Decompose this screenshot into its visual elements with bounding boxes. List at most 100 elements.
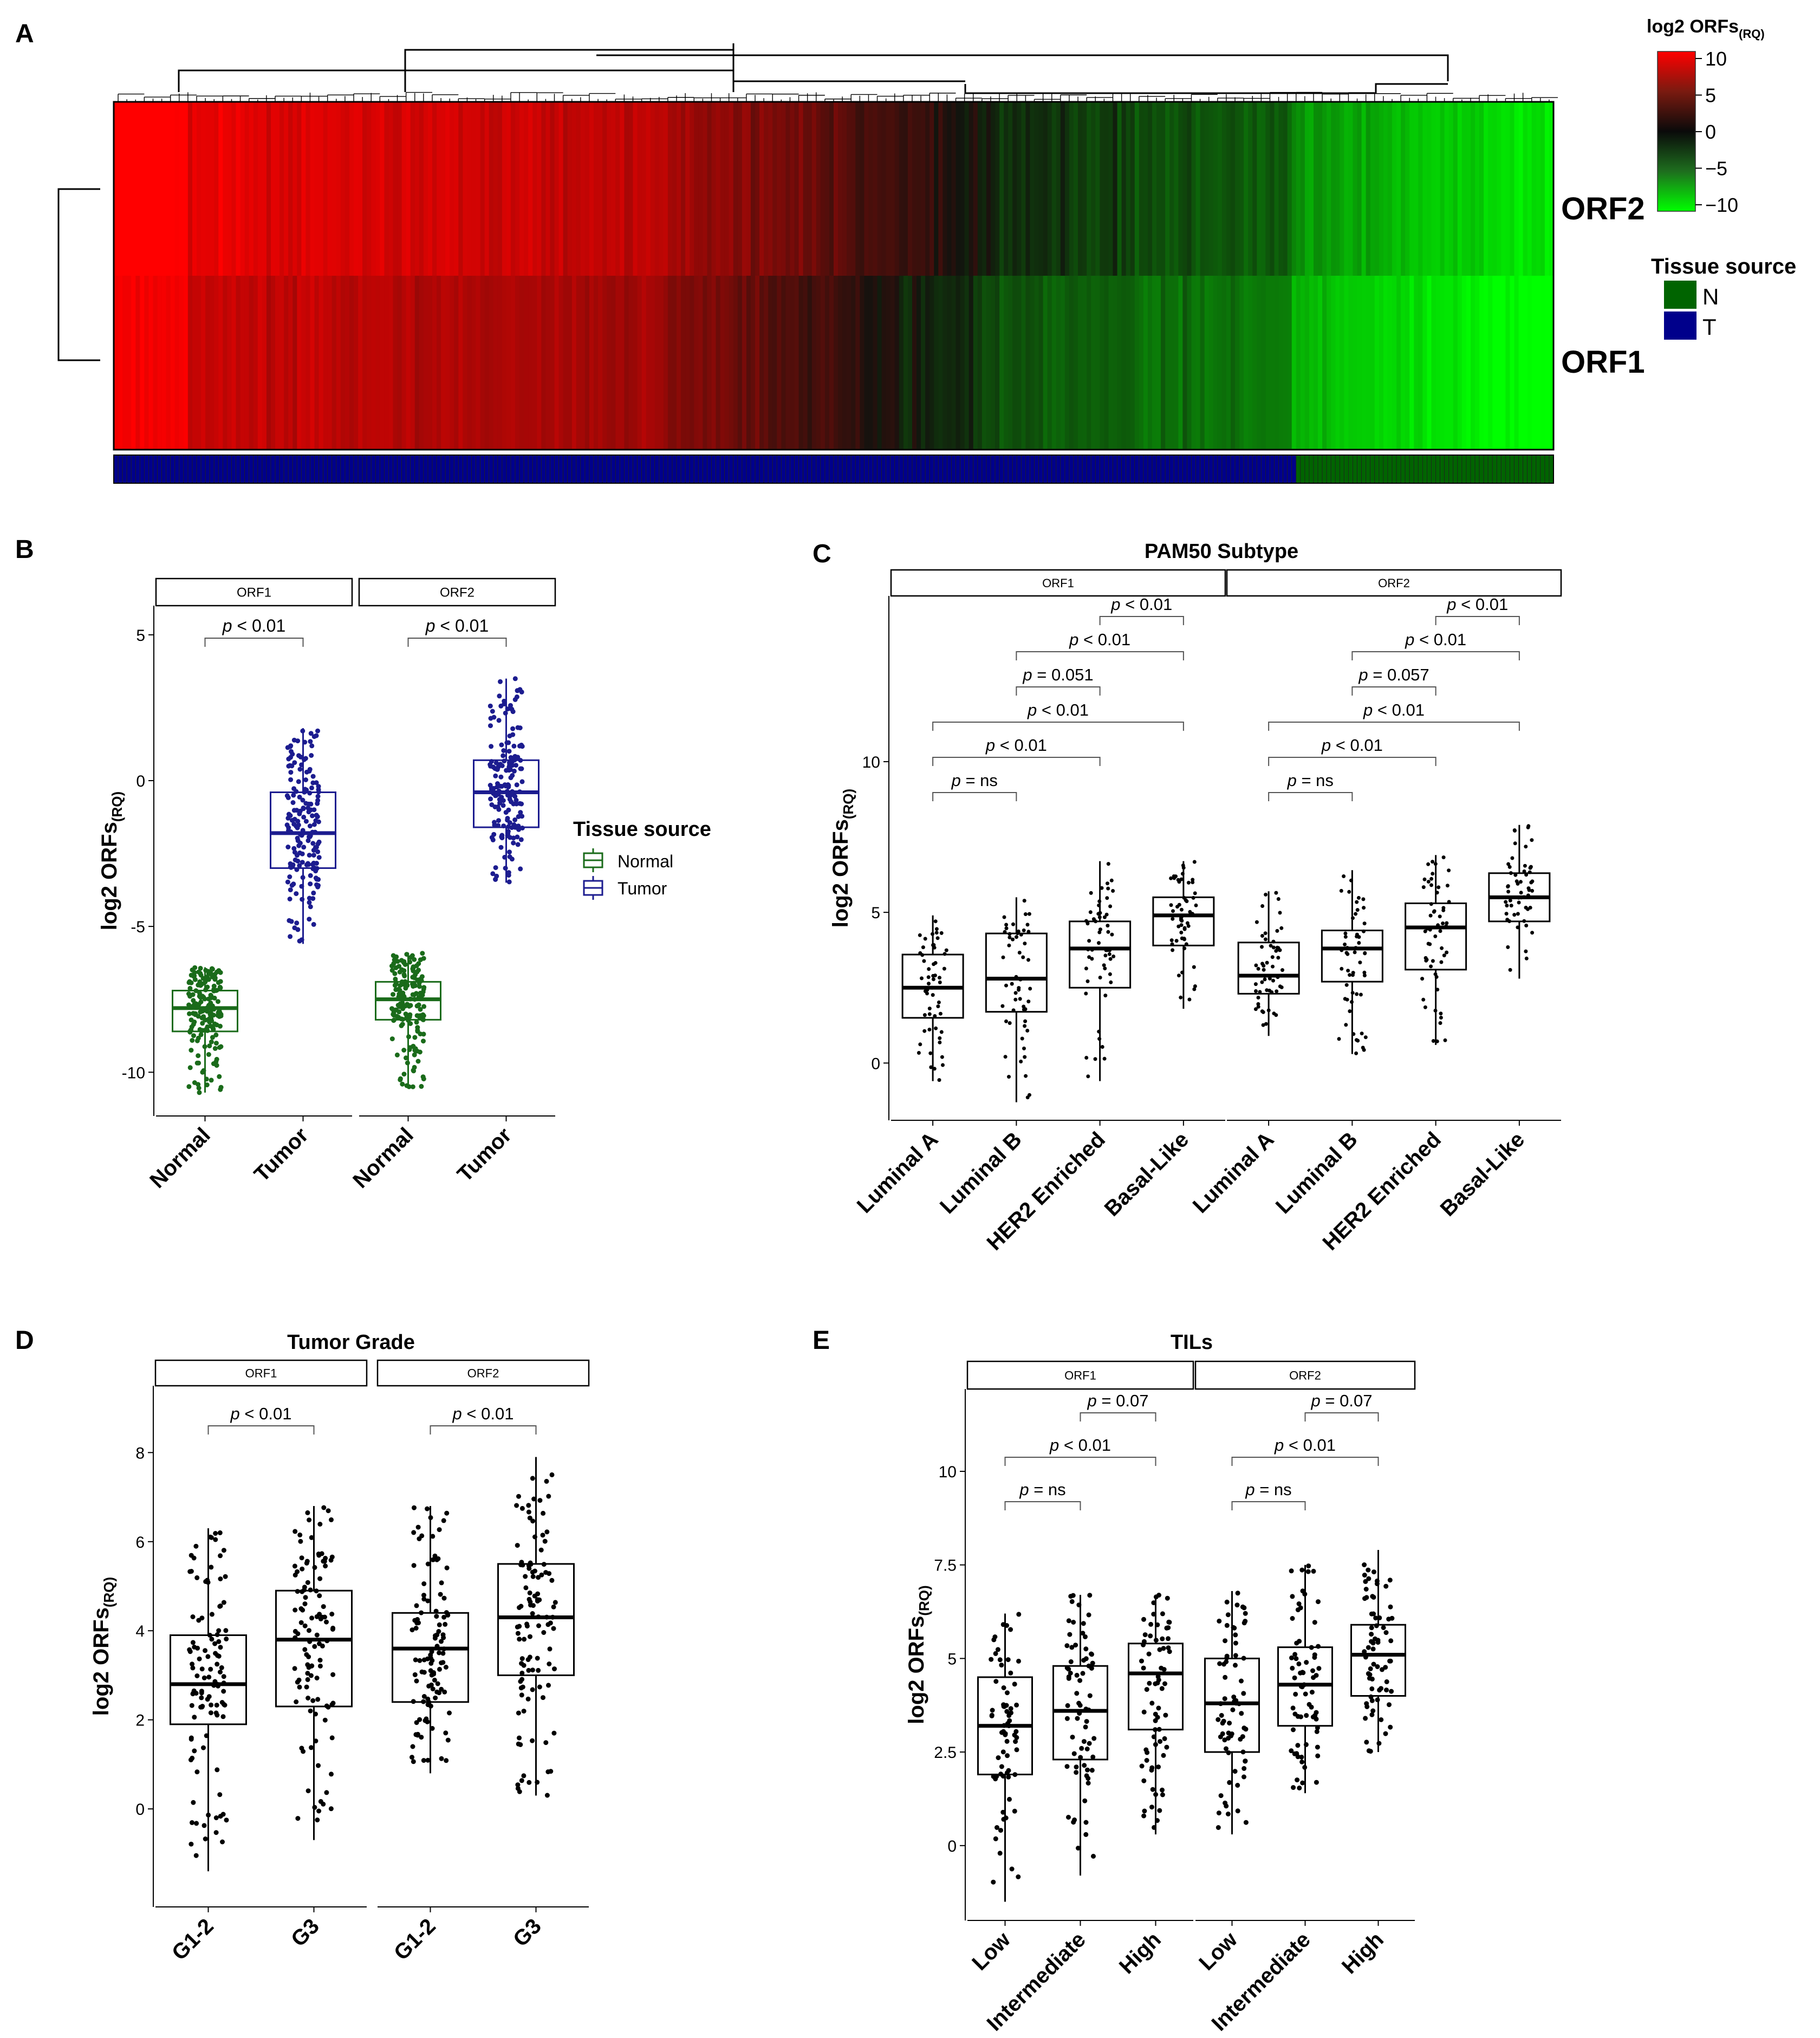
data-point [212,1046,218,1051]
data-point [1379,1717,1384,1722]
heatmap-cell [515,276,520,450]
data-point [407,959,413,965]
data-point [213,1815,219,1820]
annotation-cell [1025,455,1030,484]
data-point [1176,973,1181,978]
significance-brackets: p < 0.01 [204,616,304,647]
p-value-label: p < 0.01 [1363,700,1425,719]
annotation-cell [1247,455,1253,484]
data-point [934,931,939,935]
heatmap-cell [554,276,560,450]
data-point [1290,1616,1295,1621]
heatmap-cell [288,276,293,450]
p-symbol: p [1110,595,1120,614]
data-point [1112,955,1116,958]
data-point [1233,1663,1238,1668]
data-point [1021,955,1025,959]
p-value-label: p = 0.07 [1311,1391,1373,1410]
annotation-cell [1440,455,1445,484]
annotation-cell [1130,455,1135,484]
heatmap-cell [524,102,529,276]
p-symbol: p [1022,665,1032,684]
data-point [993,1776,998,1782]
heatmap-cell [1392,276,1397,450]
data-point [1530,888,1535,893]
data-point [221,1600,226,1605]
annotation-cell [855,455,860,484]
annotation-cell [1099,455,1104,484]
data-point [1153,1727,1158,1732]
heatmap-cell [1549,276,1554,450]
data-point [287,897,292,901]
heatmap-cell [1235,276,1240,450]
data-point [500,798,506,803]
data-point [410,1627,415,1633]
data-point [1156,1727,1162,1732]
box-iqr [497,1563,575,1676]
data-point [299,884,304,889]
data-point [530,1603,536,1608]
data-point [307,900,312,905]
heatmap-cell [654,276,660,450]
data-point [400,1022,405,1027]
data-point [1005,1657,1011,1663]
annotation-cell [1221,455,1227,484]
data-point [530,1738,535,1743]
data-point [491,832,497,837]
data-point [1000,1004,1005,1008]
heatmap-cell [187,276,193,450]
heatmap-cell [650,102,655,276]
p-symbol: p [1311,1391,1321,1410]
data-point [1008,1670,1013,1676]
annotation-cell [1309,455,1314,484]
heatmap-cell [244,276,250,450]
annotation-cell [545,455,550,484]
p-symbol: p [1405,630,1414,649]
data-point [194,1060,200,1066]
data-point [320,1614,325,1620]
p-symbol: p [1321,736,1331,755]
data-point [938,976,941,980]
data-point [324,1619,329,1625]
heatmap-cell [580,102,586,276]
heatmap-cell [223,276,228,450]
data-point [927,982,931,986]
p-value-label: p = ns [1245,1480,1291,1499]
data-point [445,1737,451,1743]
data-points [187,1530,229,1858]
data-point [1362,1048,1366,1052]
data-point [316,877,321,882]
data-point [412,1672,418,1677]
heatmap-cell [1514,102,1519,276]
data-point [190,1665,196,1671]
data-point [329,1735,335,1741]
data-point [933,1014,937,1018]
data-point [414,991,419,996]
p-text: < 0.01 [1121,595,1173,614]
heatmap-cell [135,276,140,450]
data-point [547,1571,552,1576]
data-point [530,1476,535,1481]
data-point [549,1472,555,1477]
data-point [490,709,495,714]
data-point [1276,956,1280,960]
data-point [1253,1007,1258,1011]
p-text: = ns [1255,1480,1292,1499]
annotation-cell [458,455,463,484]
heatmap-cell [611,102,616,276]
data-point [1066,1666,1071,1672]
data-point [1224,1746,1228,1751]
annotation-cell [610,455,616,484]
data-point [391,1018,396,1023]
data-point [300,860,305,865]
data-point [505,816,510,821]
data-point [295,1679,300,1685]
data-point [308,1708,313,1714]
data-point [540,1533,545,1538]
data-point [499,742,504,748]
heatmap-cell [981,102,987,276]
data-point [422,1718,428,1723]
p-text: = 0.057 [1368,665,1429,684]
heatmap-cell [567,102,573,276]
